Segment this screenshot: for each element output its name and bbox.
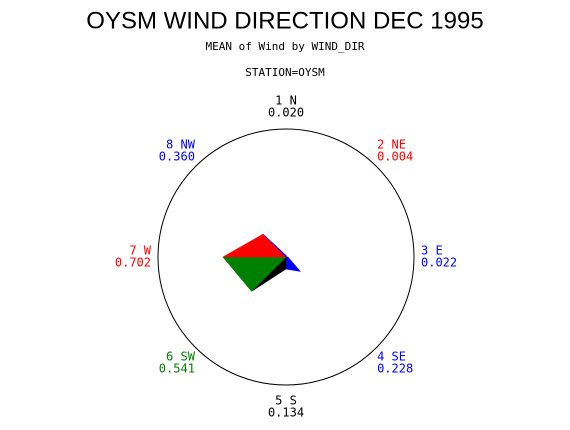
chart-subtitle: MEAN of Wind by WIND_DIR <box>206 40 365 53</box>
value-label: 0.134 <box>268 406 304 420</box>
outline-circle <box>157 128 415 386</box>
chart-title: OYSM WIND DIRECTION DEC 1995 <box>86 7 483 34</box>
value-label: 0.022 <box>421 256 457 270</box>
direction-label: 2 NE <box>377 137 406 151</box>
direction-label: 7 W <box>129 244 151 258</box>
direction-label: 8 NW <box>166 137 196 151</box>
value-label: 0.360 <box>159 149 195 163</box>
direction-label: 6 SW <box>166 350 196 364</box>
star-wedge <box>262 233 287 258</box>
value-label: 0.020 <box>268 106 304 120</box>
value-label: 0.702 <box>115 256 151 270</box>
direction-label: 3 E <box>421 244 443 258</box>
direction-label: 5 S <box>275 394 297 408</box>
direction-label: 1 N <box>275 94 297 108</box>
value-label: 0.228 <box>377 362 413 376</box>
value-label: 0.541 <box>159 362 195 376</box>
group-label: STATION=OYSM <box>245 66 325 79</box>
direction-label: 4 SE <box>377 350 406 364</box>
value-label: 0.004 <box>377 149 413 163</box>
